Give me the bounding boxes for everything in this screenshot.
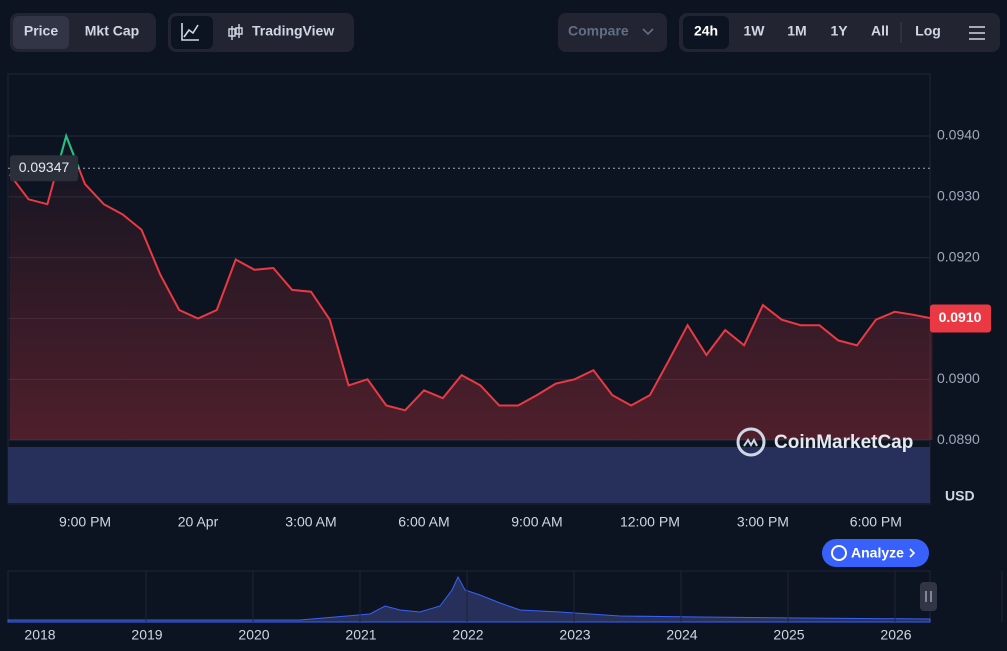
open-price-label: 0.09347 [19, 159, 70, 175]
candle-icon [228, 24, 243, 40]
analyze-icon [831, 545, 847, 561]
last-price-box [930, 304, 991, 333]
watermark-text: CoinMarketCap [774, 432, 913, 453]
x-tick-label: 20 Apr [178, 514, 219, 530]
year-label: 2018 [24, 627, 55, 643]
view-active [13, 16, 69, 49]
y-tick-label: 0.0940 [937, 127, 980, 143]
plot: 0.09347 [8, 132, 933, 440]
view-button[interactable]: Price [24, 23, 58, 39]
x-tick-label: 3:00 PM [737, 514, 789, 530]
volume-bars [8, 447, 930, 503]
range-button[interactable]: 1M [787, 23, 806, 39]
y-tick-label: 0.0930 [937, 188, 980, 204]
last-price-label: 0.0910 [939, 309, 982, 325]
chevron [909, 548, 916, 558]
compare-button[interactable]: Compare [568, 23, 629, 39]
x-tick-label: 9:00 PM [59, 514, 111, 530]
year-label: 2021 [345, 627, 376, 643]
tool-group [168, 13, 354, 52]
y-tick-label: 0.0890 [937, 431, 980, 447]
analyze-text[interactable]: Analyze [851, 545, 904, 561]
range-button[interactable]: 24h [694, 23, 718, 39]
year-label: 2022 [452, 627, 483, 643]
range-button[interactable]: 1Y [830, 23, 848, 39]
open-price-box [10, 155, 78, 182]
price-area [9, 136, 933, 440]
view-button[interactable]: Mkt Cap [85, 23, 139, 39]
currency-label: USD [945, 488, 975, 504]
year-label: 2024 [666, 627, 697, 643]
year-label: 2020 [238, 627, 269, 643]
x-tick-label: 12:00 PM [620, 514, 680, 530]
year-label: 2023 [559, 627, 590, 643]
analyze-button[interactable] [822, 539, 929, 567]
y-tick-label: 0.0900 [937, 370, 980, 386]
handle-grip [925, 591, 932, 602]
navigator-line [7, 575, 931, 623]
line-icon [181, 23, 199, 41]
year-label: 2026 [880, 627, 911, 643]
x-tick-label: 6:00 PM [850, 514, 902, 530]
x-tick-label: 6:00 AM [398, 514, 449, 530]
x-tick-label: 3:00 AM [285, 514, 336, 530]
log-button[interactable]: Log [915, 23, 941, 39]
compare-box[interactable] [558, 13, 667, 52]
range-active [683, 16, 729, 49]
navigator: 2018 2019 2020 2021 2022 2023 2024 2025 2026 [7, 570, 1003, 643]
chevron [642, 28, 654, 36]
range-group [679, 13, 1000, 52]
year-label: 2019 [131, 627, 162, 643]
y-tick-label: 0.0920 [937, 248, 980, 264]
year-label: 2025 [773, 627, 804, 643]
range-button[interactable]: All [871, 23, 889, 39]
plot-frame [7, 73, 931, 505]
tool-button[interactable]: TradingView [252, 23, 334, 39]
price-line [8, 132, 933, 412]
navigator-handle[interactable] [920, 582, 937, 611]
settings-icon[interactable] [969, 26, 985, 40]
range-button[interactable]: 1W [744, 23, 766, 39]
watermark: CoinMarketCap [736, 427, 913, 457]
x-tick-label: 9:00 AM [511, 514, 562, 530]
